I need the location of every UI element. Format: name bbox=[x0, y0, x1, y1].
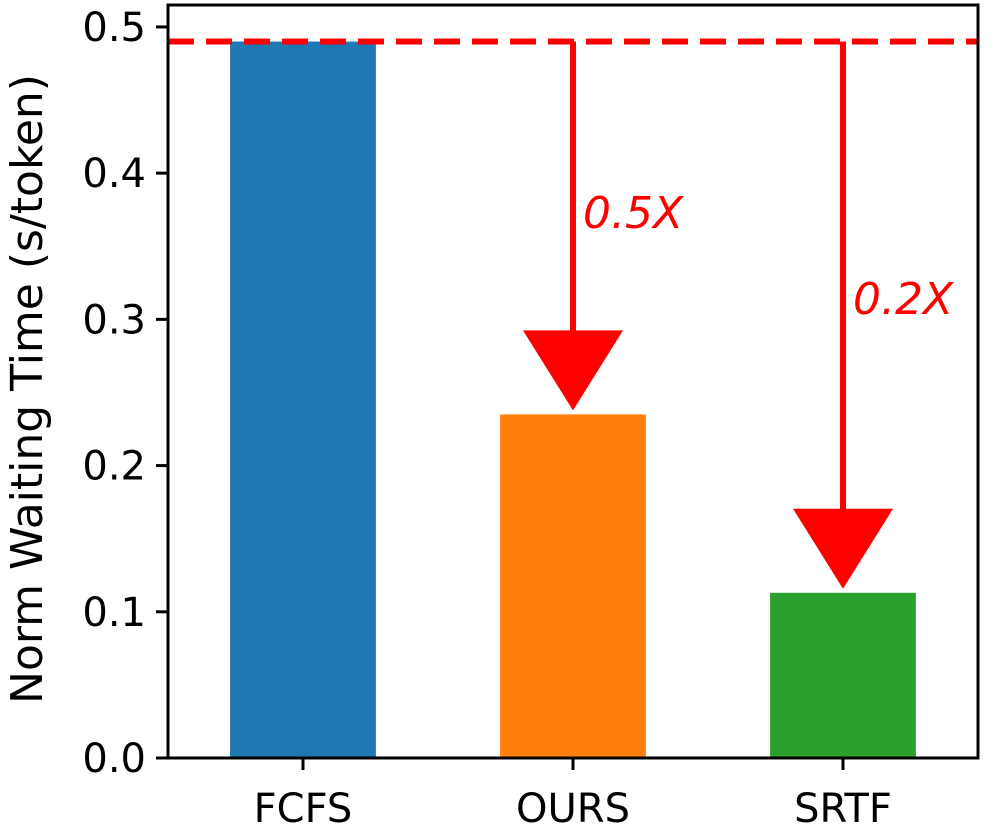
y-axis-title: Norm Waiting Time (s/token) bbox=[2, 74, 53, 704]
y-axis: 0.0 0.1 0.2 0.3 0.4 0.5 bbox=[82, 5, 168, 782]
y-tick-label: 0.5 bbox=[82, 5, 146, 51]
y-tick-label: 0.1 bbox=[82, 590, 146, 636]
y-tick-label: 0.3 bbox=[82, 297, 146, 343]
y-tick-label: 0.2 bbox=[82, 444, 146, 490]
bar-srtf bbox=[770, 592, 916, 758]
x-axis: FCFS OURS SRTF bbox=[254, 758, 892, 832]
x-tick-label: SRTF bbox=[794, 786, 892, 832]
x-tick-label: FCFS bbox=[254, 786, 353, 832]
y-tick-label: 0.0 bbox=[82, 736, 146, 782]
arrow-head-srtf bbox=[793, 508, 893, 589]
bars-layer bbox=[230, 41, 916, 758]
y-tick-label: 0.4 bbox=[82, 151, 146, 197]
arrow-head-ours bbox=[523, 330, 623, 411]
annotation-layer: 0.5X 0.2X bbox=[523, 41, 954, 589]
annotation-label-srtf: 0.2X bbox=[853, 274, 954, 325]
bar-fcfs bbox=[230, 41, 376, 758]
annotation-label-ours: 0.5X bbox=[583, 188, 684, 239]
x-tick-label: OURS bbox=[516, 786, 630, 832]
bar-ours bbox=[500, 414, 646, 758]
